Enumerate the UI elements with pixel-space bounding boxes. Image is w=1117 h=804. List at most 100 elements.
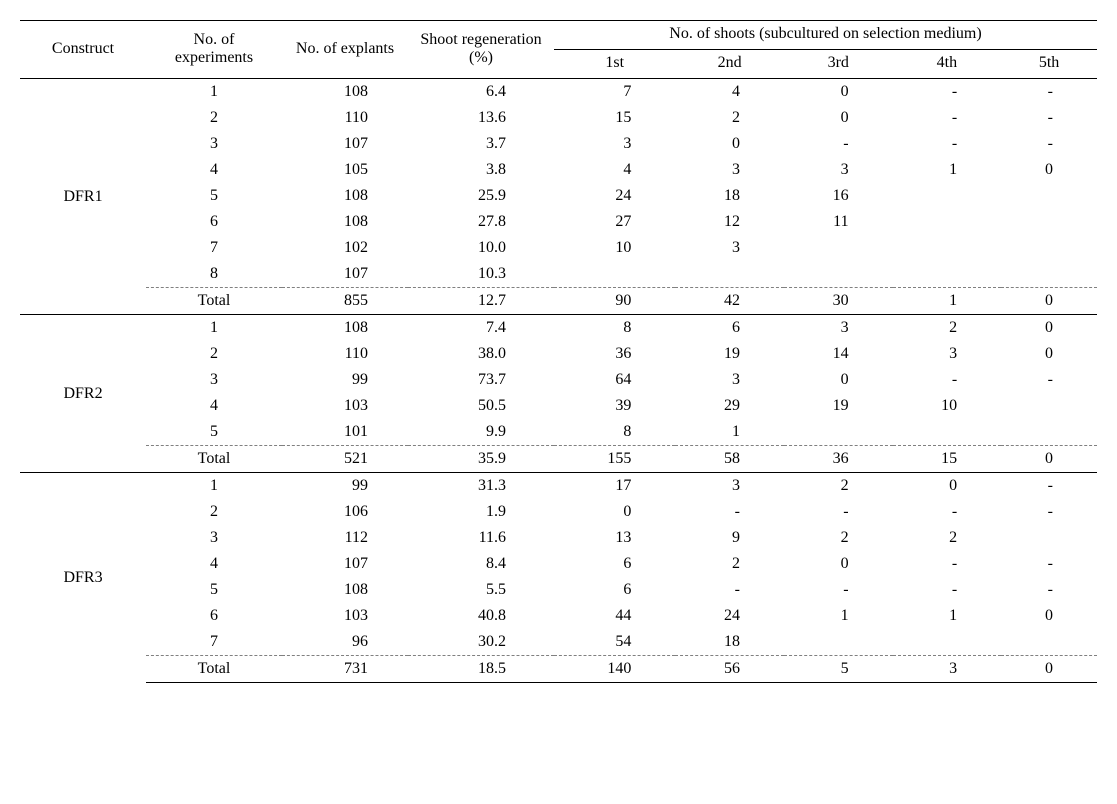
table-cell: 0	[675, 131, 784, 157]
table-cell: 0	[1001, 446, 1097, 473]
table-cell: 155	[554, 446, 675, 473]
table-cell	[784, 235, 893, 261]
table-cell	[675, 261, 784, 288]
table-cell	[784, 629, 893, 656]
construct-cell: DFR3	[20, 473, 146, 683]
data-table: Construct No. of experiments No. of expl…	[20, 20, 1097, 683]
table-cell: 7	[554, 79, 675, 106]
table-cell: 29	[675, 393, 784, 419]
table-cell: 73.7	[408, 367, 554, 393]
table-cell	[893, 261, 1002, 288]
table-cell	[1001, 235, 1097, 261]
table-cell: 1.9	[408, 499, 554, 525]
table-cell: 0	[784, 551, 893, 577]
table-cell: 3	[554, 131, 675, 157]
table-cell: 25.9	[408, 183, 554, 209]
table-cell: 8.4	[408, 551, 554, 577]
table-cell: 13.6	[408, 105, 554, 131]
table-cell	[893, 419, 1002, 446]
table-body: DFR111086.4740--211013.61520--31073.730-…	[20, 79, 1097, 683]
table-cell: 1	[146, 79, 282, 106]
table-cell: -	[1001, 551, 1097, 577]
table-cell: 0	[1001, 288, 1097, 315]
col-shoots-group: No. of shoots (subcultured on selection …	[554, 21, 1097, 50]
table-cell: 18	[675, 183, 784, 209]
table-cell: 3	[675, 235, 784, 261]
table-cell: 6	[554, 577, 675, 603]
table-cell: 102	[282, 235, 408, 261]
table-cell: 1	[893, 288, 1002, 315]
table-cell: 1	[675, 419, 784, 446]
table-head: Construct No. of experiments No. of expl…	[20, 21, 1097, 79]
table-cell: -	[893, 499, 1002, 525]
table-cell: 1	[146, 315, 282, 342]
table-cell: 9.9	[408, 419, 554, 446]
table-cell: 30.2	[408, 629, 554, 656]
construct-cell: DFR1	[20, 79, 146, 315]
table-cell: 42	[675, 288, 784, 315]
table-cell: 4	[675, 79, 784, 106]
table-cell: 3	[146, 367, 282, 393]
table-cell: 27	[554, 209, 675, 235]
col-explants: No. of explants	[282, 21, 408, 79]
table-cell: -	[784, 131, 893, 157]
col-regen: Shoot regeneration (%)	[408, 21, 554, 79]
table-cell: 108	[282, 79, 408, 106]
table-cell: 15	[893, 446, 1002, 473]
table-cell: 12.7	[408, 288, 554, 315]
table-cell: 56	[675, 656, 784, 683]
table-cell: 10.0	[408, 235, 554, 261]
table-cell: 27.8	[408, 209, 554, 235]
table-cell: 0	[893, 473, 1002, 500]
table-cell: 36	[784, 446, 893, 473]
table-cell: -	[893, 367, 1002, 393]
table-cell: 8	[554, 419, 675, 446]
col-4th: 4th	[893, 50, 1002, 79]
table-cell: 3.7	[408, 131, 554, 157]
table-cell: 3	[146, 131, 282, 157]
table-cell: 140	[554, 656, 675, 683]
table-cell: 11	[784, 209, 893, 235]
table-cell: -	[893, 551, 1002, 577]
table-cell: 7	[146, 235, 282, 261]
table-cell: 0	[554, 499, 675, 525]
table-cell: 5	[146, 419, 282, 446]
data-table-container: Construct No. of experiments No. of expl…	[20, 20, 1097, 683]
table-cell: 30	[784, 288, 893, 315]
table-cell: 3	[675, 367, 784, 393]
table-cell: 108	[282, 183, 408, 209]
table-cell: 3	[675, 473, 784, 500]
table-cell: 3	[784, 157, 893, 183]
table-cell: 9	[675, 525, 784, 551]
table-cell: 0	[784, 367, 893, 393]
table-cell: 36	[554, 341, 675, 367]
table-cell: -	[893, 131, 1002, 157]
table-cell: 99	[282, 367, 408, 393]
table-cell: 13	[554, 525, 675, 551]
table-cell: 2	[146, 341, 282, 367]
col-1st: 1st	[554, 50, 675, 79]
table-cell: 2	[784, 473, 893, 500]
table-cell: 58	[675, 446, 784, 473]
table-cell: 15	[554, 105, 675, 131]
table-cell: 16	[784, 183, 893, 209]
table-cell: 17	[554, 473, 675, 500]
total-label: Total	[146, 446, 282, 473]
table-cell: 18	[675, 629, 784, 656]
table-cell	[1001, 525, 1097, 551]
table-cell: 24	[554, 183, 675, 209]
table-cell	[893, 209, 1002, 235]
table-cell: 3	[146, 525, 282, 551]
table-cell: 19	[784, 393, 893, 419]
table-cell: 39	[554, 393, 675, 419]
table-cell: 7.4	[408, 315, 554, 342]
table-cell	[1001, 183, 1097, 209]
table-cell	[1001, 419, 1097, 446]
table-cell: 12	[675, 209, 784, 235]
table-cell: 64	[554, 367, 675, 393]
table-cell: 2	[893, 315, 1002, 342]
table-cell: 106	[282, 499, 408, 525]
table-cell: -	[1001, 499, 1097, 525]
table-cell: 96	[282, 629, 408, 656]
table-cell	[1001, 629, 1097, 656]
